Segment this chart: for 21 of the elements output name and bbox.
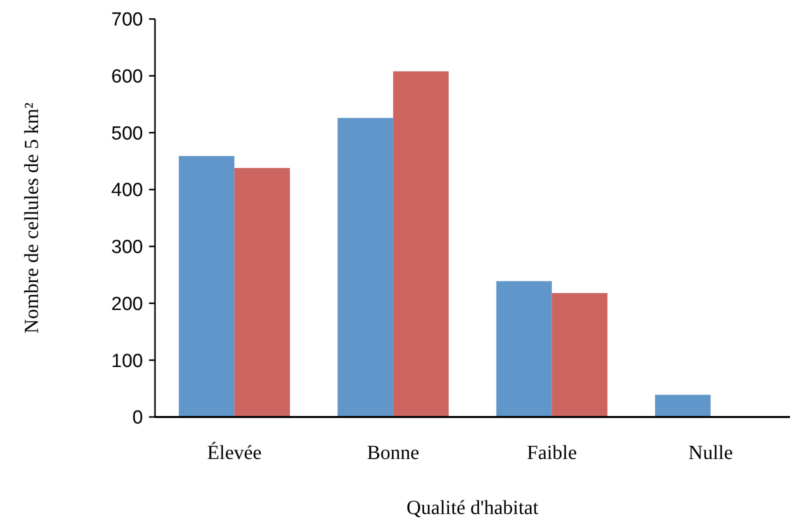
bar [655, 394, 711, 417]
bar [234, 168, 290, 417]
y-axis-title: Nombre de cellules de 5 km² [21, 102, 43, 334]
bar [496, 281, 552, 417]
bar [552, 293, 608, 417]
x-tick-label: Faible [526, 442, 577, 464]
x-tick-label: Élevée [207, 441, 262, 464]
y-tick-label: 0 [132, 408, 143, 429]
bar [178, 156, 234, 417]
y-tick-label: 300 [111, 237, 143, 258]
y-tick-label: 500 [111, 123, 143, 144]
x-axis-title: Qualité d'habitat [406, 497, 539, 519]
y-tick-label: 200 [111, 294, 143, 315]
y-tick-label: 100 [111, 350, 143, 372]
y-tick-label: 400 [111, 180, 143, 202]
bar [393, 71, 449, 417]
y-tick-label: 700 [111, 10, 143, 31]
y-tick-label: 600 [111, 66, 143, 88]
x-tick-label: Nulle [688, 442, 733, 464]
x-tick-label: Bonne [367, 442, 420, 464]
bar [338, 118, 394, 417]
